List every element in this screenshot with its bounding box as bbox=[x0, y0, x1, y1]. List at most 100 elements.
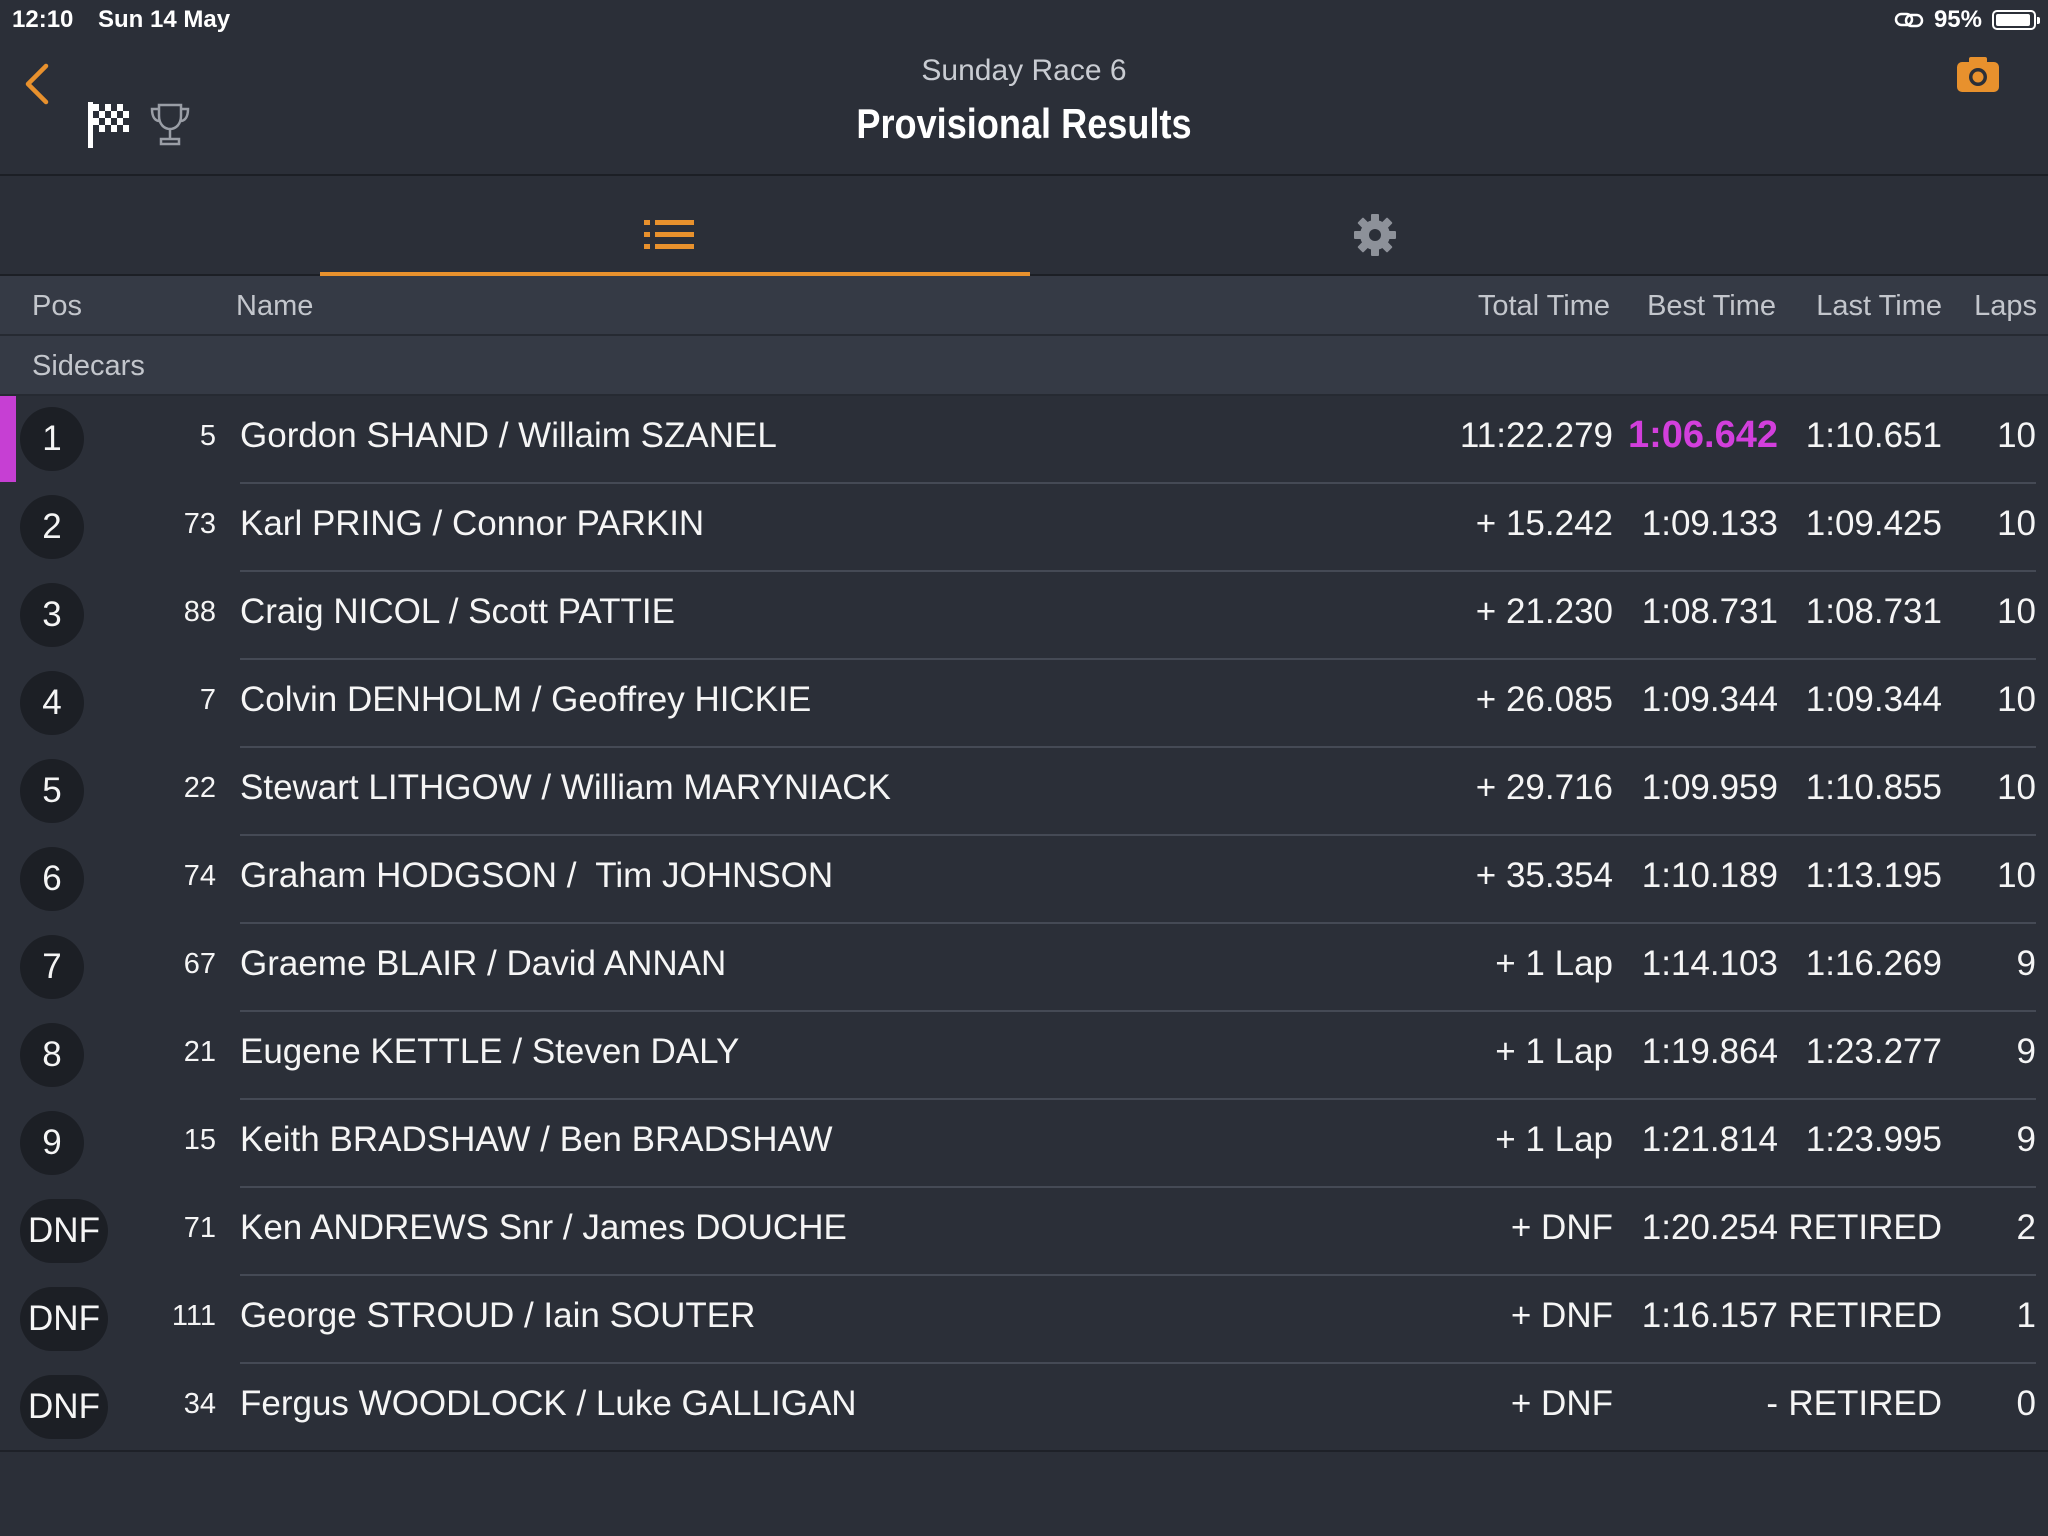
last-time: RETIRED bbox=[1788, 1296, 1942, 1335]
best-time: 1:14.103 bbox=[1641, 944, 1778, 983]
position-badge: DNF bbox=[20, 1287, 108, 1351]
total-time: + 29.716 bbox=[1475, 768, 1613, 807]
table-row[interactable]: 3 88 Craig NICOL / Scott PATTIE + 21.230… bbox=[0, 572, 2048, 660]
race-number: 74 bbox=[183, 860, 216, 892]
best-time: 1:09.344 bbox=[1641, 680, 1778, 719]
camera-icon[interactable] bbox=[1955, 54, 2001, 94]
tab-bar bbox=[0, 176, 2048, 276]
total-time: + 26.085 bbox=[1475, 680, 1613, 719]
rider-names: Karl PRING / Connor PARKIN bbox=[240, 504, 705, 543]
total-time: + DNF bbox=[1510, 1384, 1613, 1423]
rider-names: Graham HODGSON / Tim JOHNSON bbox=[240, 856, 834, 895]
last-time: 1:16.269 bbox=[1805, 944, 1942, 983]
table-row[interactable]: 5 22 Stewart LITHGOW / William MARYNIACK… bbox=[0, 748, 2048, 836]
list-icon bbox=[644, 220, 694, 249]
position-badge: 9 bbox=[20, 1111, 84, 1175]
rider-names: Ken ANDREWS Snr / James DOUCHE bbox=[240, 1208, 847, 1247]
battery-icon bbox=[1992, 10, 2040, 30]
race-number: 34 bbox=[183, 1388, 216, 1420]
last-time: 1:10.651 bbox=[1805, 416, 1942, 455]
laps: 0 bbox=[2016, 1384, 2036, 1423]
laps: 10 bbox=[1997, 768, 2036, 807]
position-badge: 2 bbox=[20, 495, 84, 559]
laps: 9 bbox=[2016, 1120, 2036, 1159]
trophy-icon[interactable] bbox=[148, 102, 192, 148]
best-time: 1:20.254 bbox=[1641, 1208, 1778, 1247]
race-number: 21 bbox=[183, 1036, 216, 1068]
rider-names: Eugene KETTLE / Steven DALY bbox=[240, 1032, 740, 1071]
table-row[interactable]: 4 7 Colvin DENHOLM / Geoffrey HICKIE + 2… bbox=[0, 660, 2048, 748]
status-time: 12:10 bbox=[12, 6, 74, 33]
laps: 10 bbox=[1997, 680, 2036, 719]
col-best-time: Best Time bbox=[1647, 290, 1776, 322]
tab-results-list[interactable] bbox=[320, 176, 1030, 276]
last-time: 1:09.425 bbox=[1805, 504, 1942, 543]
laps: 9 bbox=[2016, 1032, 2036, 1071]
table-row[interactable]: 6 74 Graham HODGSON / Tim JOHNSON + 35.3… bbox=[0, 836, 2048, 924]
table-row[interactable]: 8 21 Eugene KETTLE / Steven DALY + 1 Lap… bbox=[0, 1012, 2048, 1100]
best-time: - bbox=[1766, 1384, 1778, 1423]
best-time: 1:09.959 bbox=[1641, 768, 1778, 807]
best-time: 1:06.642 bbox=[1627, 414, 1778, 456]
best-time: 1:10.189 bbox=[1641, 856, 1778, 895]
class-name: Sidecars bbox=[32, 350, 145, 382]
last-time: 1:13.195 bbox=[1805, 856, 1942, 895]
total-time: + 1 Lap bbox=[1495, 1120, 1613, 1159]
table-row[interactable]: 7 67 Graeme BLAIR / David ANNAN + 1 Lap … bbox=[0, 924, 2048, 1012]
last-time: 1:09.344 bbox=[1805, 680, 1942, 719]
table-row[interactable]: 2 73 Karl PRING / Connor PARKIN + 15.242… bbox=[0, 484, 2048, 572]
rider-names: Stewart LITHGOW / William MARYNIACK bbox=[240, 768, 891, 807]
race-number: 7 bbox=[199, 684, 216, 716]
rider-names: Gordon SHAND / Willaim SZANEL bbox=[240, 416, 777, 455]
position-badge: DNF bbox=[20, 1375, 108, 1439]
status-date: Sun 14 May bbox=[98, 6, 231, 33]
table-row[interactable]: DNF 34 Fergus WOODLOCK / Luke GALLIGAN +… bbox=[0, 1364, 2048, 1452]
table-row[interactable]: 1 5 Gordon SHAND / Willaim SZANEL 11:22.… bbox=[0, 396, 2048, 484]
race-number: 67 bbox=[183, 948, 216, 980]
laps: 1 bbox=[2016, 1296, 2036, 1335]
race-number: 88 bbox=[183, 596, 216, 628]
table-row[interactable]: 9 15 Keith BRADSHAW / Ben BRADSHAW + 1 L… bbox=[0, 1100, 2048, 1188]
race-number: 5 bbox=[199, 420, 216, 452]
total-time: + 21.230 bbox=[1475, 592, 1613, 631]
results-table: 1 5 Gordon SHAND / Willaim SZANEL 11:22.… bbox=[0, 396, 2048, 1452]
position-badge: 1 bbox=[20, 407, 84, 471]
checkered-flag-icon[interactable] bbox=[86, 100, 132, 150]
chevron-left-icon bbox=[25, 63, 49, 105]
col-name: Name bbox=[236, 290, 314, 322]
back-button[interactable] bbox=[18, 60, 58, 110]
total-time: + 1 Lap bbox=[1495, 1032, 1613, 1071]
leader-indicator bbox=[0, 396, 16, 482]
race-number: 22 bbox=[183, 772, 216, 804]
total-time: + DNF bbox=[1510, 1208, 1613, 1247]
rider-names: Fergus WOODLOCK / Luke GALLIGAN bbox=[240, 1384, 857, 1423]
best-time: 1:08.731 bbox=[1641, 592, 1778, 631]
best-time: 1:09.133 bbox=[1641, 504, 1778, 543]
table-row[interactable]: DNF 71 Ken ANDREWS Snr / James DOUCHE + … bbox=[0, 1188, 2048, 1276]
rider-names: Colvin DENHOLM / Geoffrey HICKIE bbox=[240, 680, 812, 719]
position-badge: 8 bbox=[20, 1023, 84, 1087]
best-time: 1:16.157 bbox=[1641, 1296, 1778, 1335]
total-time: + 35.354 bbox=[1475, 856, 1613, 895]
nav-header: Sunday Race 6 Provisional Results bbox=[0, 40, 2048, 176]
table-row[interactable]: DNF 111 George STROUD / Iain SOUTER + DN… bbox=[0, 1276, 2048, 1364]
col-total-time: Total Time bbox=[1477, 290, 1610, 322]
status-right: 95% bbox=[1894, 6, 2040, 34]
laps: 2 bbox=[2016, 1208, 2036, 1247]
class-group-header: Sidecars bbox=[0, 336, 2048, 396]
position-badge: DNF bbox=[20, 1199, 108, 1263]
race-number: 15 bbox=[183, 1124, 216, 1156]
gear-icon bbox=[1354, 214, 1396, 256]
position-badge: 6 bbox=[20, 847, 84, 911]
position-badge: 4 bbox=[20, 671, 84, 735]
status-bar: 12:10 Sun 14 May 95% bbox=[0, 0, 2048, 40]
best-time: 1:19.864 bbox=[1641, 1032, 1778, 1071]
total-time: + 1 Lap bbox=[1495, 944, 1613, 983]
laps: 10 bbox=[1997, 416, 2036, 455]
rider-names: George STROUD / Iain SOUTER bbox=[240, 1296, 756, 1335]
position-badge: 7 bbox=[20, 935, 84, 999]
race-number: 73 bbox=[183, 508, 216, 540]
tab-settings[interactable] bbox=[1320, 176, 1440, 272]
last-time: RETIRED bbox=[1788, 1208, 1942, 1247]
last-time: RETIRED bbox=[1788, 1384, 1942, 1423]
